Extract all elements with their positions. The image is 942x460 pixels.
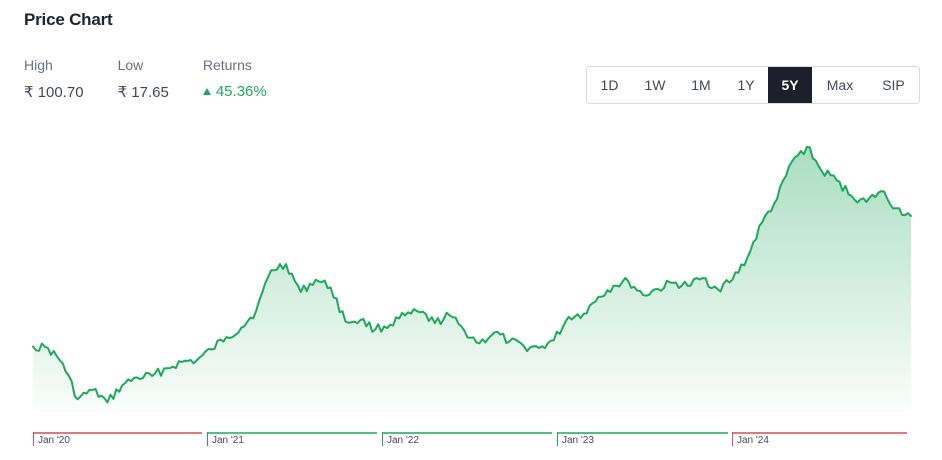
- data-point: [270, 269, 273, 272]
- tab-sip[interactable]: SIP: [882, 77, 905, 93]
- data-point: [32, 345, 35, 348]
- data-point: [329, 286, 332, 289]
- data-point: [314, 278, 317, 281]
- data-point: [210, 348, 213, 351]
- data-point: [582, 312, 585, 315]
- low-label: Low: [117, 57, 144, 73]
- data-point: [76, 398, 79, 401]
- data-point: [225, 336, 228, 339]
- data-point: [448, 314, 451, 317]
- data-point: [642, 294, 645, 297]
- data-point: [344, 320, 347, 323]
- high-value: ₹ 100.70: [24, 84, 84, 101]
- data-point: [463, 329, 466, 332]
- data-point: [761, 221, 764, 224]
- data-point: [478, 342, 481, 345]
- data-point: [404, 314, 407, 317]
- data-point: [359, 319, 362, 322]
- up-arrow-icon: [202, 88, 211, 95]
- data-point: [418, 311, 421, 314]
- data-point: [701, 277, 704, 280]
- data-point: [106, 401, 109, 404]
- low-value: ₹ 17.65: [117, 84, 169, 101]
- page-title: Price Chart: [24, 10, 113, 29]
- x-tick-label: Jan '23: [562, 435, 594, 446]
- returns-value-wrap: 45.36%: [202, 83, 267, 100]
- returns-label: Returns: [202, 57, 252, 73]
- data-point: [136, 376, 139, 379]
- data-point: [195, 359, 198, 362]
- high-stat: High ₹ 100.70: [24, 57, 84, 101]
- data-point: [374, 328, 377, 331]
- x-tick-label: Jan '24: [737, 435, 769, 446]
- data-point: [493, 331, 496, 334]
- data-point: [895, 207, 898, 210]
- data-point: [552, 339, 555, 342]
- data-point: [285, 263, 288, 266]
- data-point: [820, 169, 823, 172]
- data-point: [880, 190, 883, 193]
- data-point: [776, 197, 779, 200]
- time-range-selector: 1D 1W 1M 1Y 5Y Max SIP: [586, 66, 920, 104]
- data-point: [686, 284, 689, 287]
- tab-1m[interactable]: 1M: [691, 77, 711, 93]
- data-point: [255, 309, 258, 312]
- data-point: [508, 340, 511, 343]
- price-stats: High ₹ 100.70 Low ₹ 17.65 Returns 45.36%: [24, 57, 301, 101]
- data-point: [299, 291, 302, 294]
- data-point: [716, 288, 719, 291]
- tab-5y[interactable]: 5Y: [768, 67, 812, 103]
- data-point: [121, 384, 124, 387]
- data-point: [835, 179, 838, 182]
- data-point: [657, 288, 660, 291]
- data-point: [567, 315, 570, 318]
- data-point: [151, 375, 154, 378]
- data-point: [180, 361, 183, 364]
- data-point: [865, 201, 868, 204]
- data-point: [523, 345, 526, 348]
- data-point: [389, 323, 392, 326]
- price-line: [32, 146, 912, 404]
- x-tick-label: Jan '21: [212, 435, 244, 446]
- data-point: [433, 322, 436, 325]
- x-tick-label: Jan '20: [38, 435, 70, 446]
- data-point: [671, 281, 674, 284]
- high-label: High: [24, 57, 53, 73]
- returns-stat: Returns 45.36%: [202, 57, 267, 101]
- data-point: [612, 284, 615, 287]
- data-point: [746, 256, 749, 259]
- data-point: [46, 347, 49, 350]
- data-point: [805, 146, 808, 149]
- x-tick-label: Jan '22: [387, 435, 419, 446]
- data-point: [91, 388, 94, 391]
- data-point: [731, 278, 734, 281]
- low-stat: Low ₹ 17.65: [118, 57, 169, 101]
- data-point: [910, 215, 913, 218]
- data-point: [538, 347, 541, 350]
- tab-1d[interactable]: 1D: [600, 77, 619, 93]
- data-point: [790, 160, 793, 163]
- data-point: [61, 362, 64, 365]
- tab-1w[interactable]: 1W: [644, 77, 666, 93]
- tab-1y[interactable]: 1Y: [737, 77, 755, 93]
- tab-max[interactable]: Max: [826, 77, 854, 93]
- returns-value: 45.36%: [215, 83, 267, 100]
- price-area-fill: [33, 147, 911, 412]
- data-point: [165, 367, 168, 370]
- data-point: [627, 280, 630, 283]
- data-point: [597, 295, 600, 298]
- data-point: [240, 326, 243, 329]
- data-point: [850, 194, 853, 197]
